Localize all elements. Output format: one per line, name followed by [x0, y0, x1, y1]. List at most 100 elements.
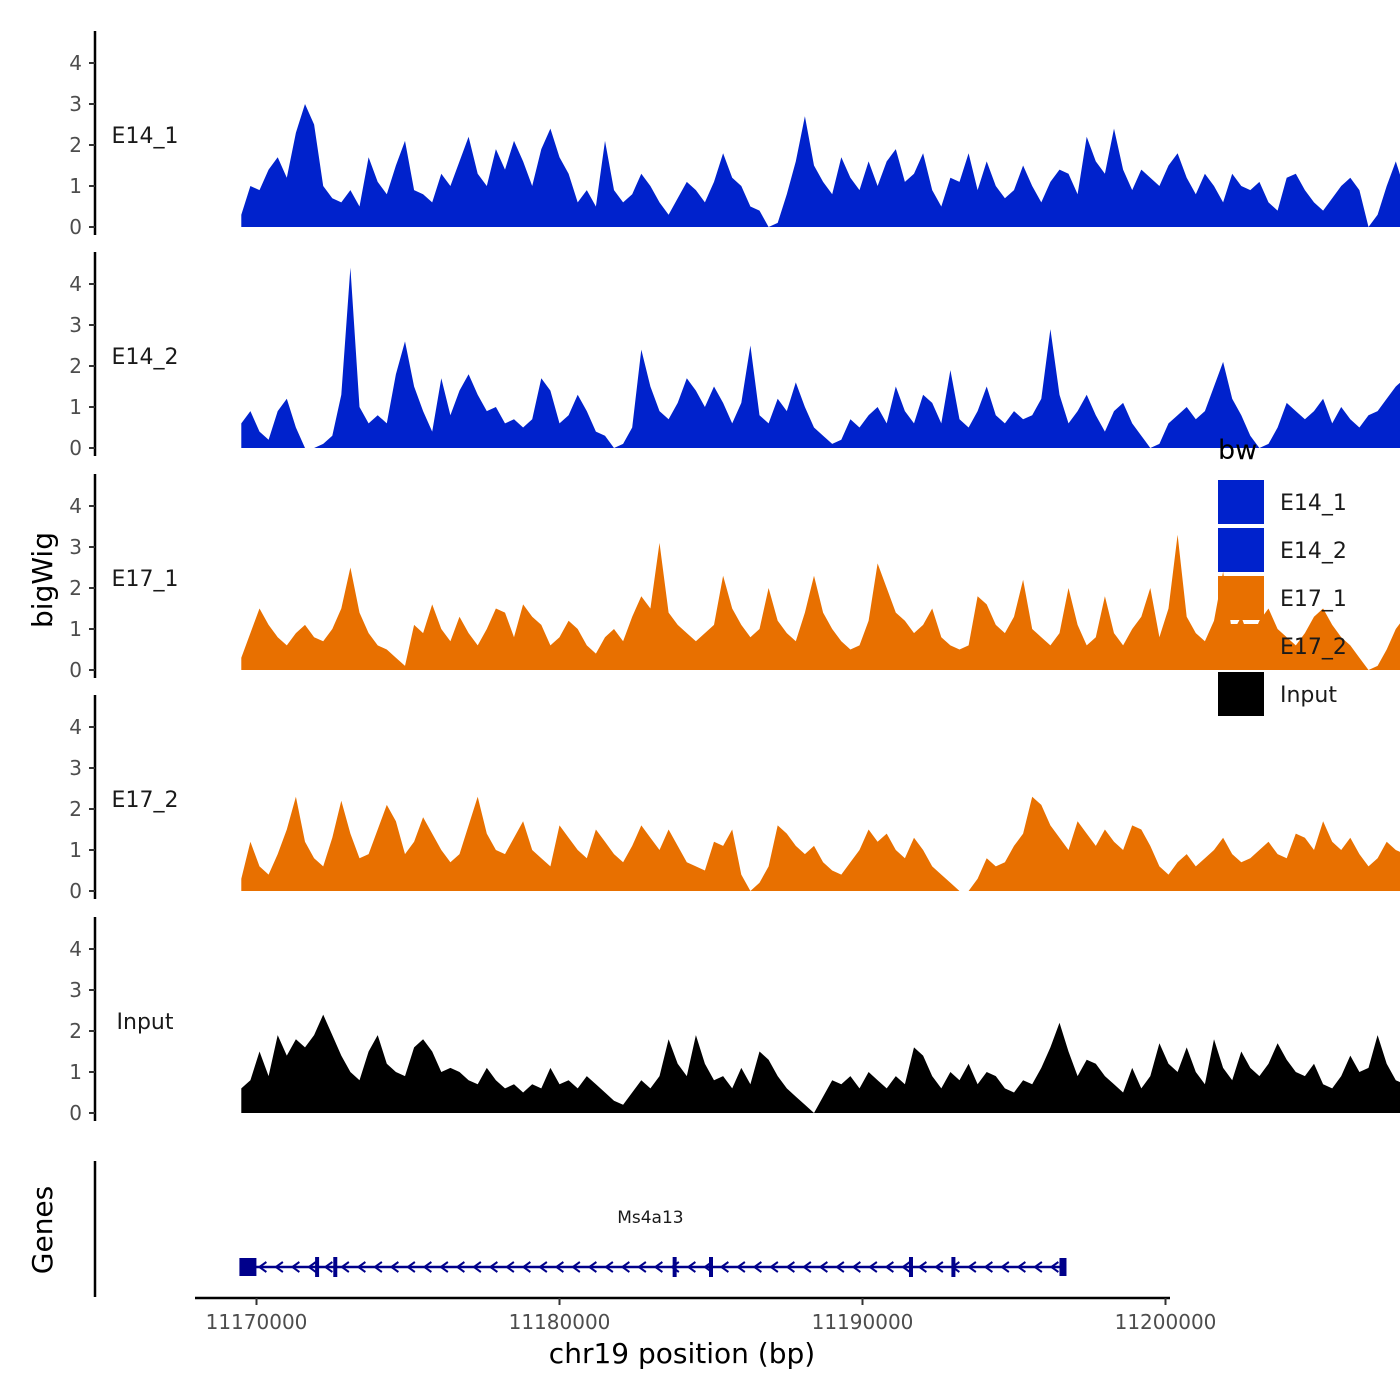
bigwig-tracks: 0 1 2 3 4 E14_1 0 1 2 3 4 E14_2 0 1 2 3 4 E17_1 0 1 2 3 4 E17_2… — [69, 31, 1400, 1125]
y-tick-label: 0 — [69, 879, 82, 903]
gene-exon — [1059, 1258, 1067, 1276]
track-E17_1: 0 1 2 3 4 E17_1 — [69, 474, 1400, 682]
strand-arrow — [521, 1261, 531, 1273]
legend-key — [1218, 672, 1264, 716]
strand-arrow — [274, 1261, 284, 1273]
y-axis-title: bigWig — [26, 532, 59, 628]
strand-arrow — [637, 1261, 647, 1273]
signal-area — [241, 534, 1400, 670]
strand-arrow — [868, 1261, 878, 1273]
y-tick-label: 0 — [69, 1101, 82, 1125]
gene-exon — [709, 1257, 713, 1277]
strand-arrow — [785, 1261, 795, 1273]
legend-key — [1218, 624, 1264, 668]
y-tick-label: 1 — [69, 395, 82, 419]
strand-arrow — [736, 1261, 746, 1273]
strand-arrow — [455, 1261, 465, 1273]
legend-label: E14_2 — [1280, 539, 1347, 564]
y-tick-label: 3 — [69, 313, 82, 337]
strand-arrow — [406, 1261, 416, 1273]
strand-arrow — [323, 1261, 333, 1273]
legend-label: E14_1 — [1280, 491, 1347, 516]
y-tick-label: 2 — [69, 133, 82, 157]
x-axis: 11170000 11180000 11190000 11200000 — [195, 1296, 1217, 1334]
strand-arrow — [1033, 1261, 1043, 1273]
track-E14_1: 0 1 2 3 4 E14_1 — [69, 31, 1400, 239]
track-Input: 0 1 2 3 4 Input — [69, 917, 1400, 1125]
track-label: Input — [117, 1010, 174, 1035]
legend-label: E17_1 — [1280, 587, 1347, 612]
y-tick-label: 1 — [69, 838, 82, 862]
genes-panel: Ms4a13 — [93, 1161, 1067, 1297]
y-tick-label: 3 — [69, 978, 82, 1002]
strand-arrow — [505, 1261, 515, 1273]
strand-arrow — [802, 1261, 812, 1273]
strand-arrow — [967, 1261, 977, 1273]
legend: bw E14_1 E14_2 E17_1 E17_2 Input — [1218, 435, 1347, 716]
strand-arrow — [1049, 1261, 1059, 1273]
strand-arrow — [356, 1261, 366, 1273]
strand-arrow — [439, 1261, 449, 1273]
gene-exon — [951, 1257, 956, 1277]
track-label: E14_2 — [112, 345, 179, 370]
track-label: E17_1 — [112, 567, 179, 592]
legend-key — [1218, 480, 1264, 524]
strand-arrow — [851, 1261, 861, 1273]
x-tick-label: 11180000 — [509, 1310, 611, 1334]
gene-exon — [239, 1258, 257, 1276]
strand-arrow — [290, 1261, 300, 1273]
y-tick-label: 2 — [69, 576, 82, 600]
y-tick-label: 4 — [69, 937, 82, 961]
legend-label: E17_2 — [1280, 635, 1347, 660]
strand-arrow — [554, 1261, 564, 1273]
y-tick-label: 0 — [69, 658, 82, 682]
x-tick-label: 11200000 — [1115, 1310, 1217, 1334]
genes-axis-title: Genes — [26, 1186, 59, 1274]
legend-title: bw — [1218, 435, 1257, 466]
y-tick-label: 1 — [69, 617, 82, 641]
x-axis-title: chr19 position (bp) — [549, 1337, 815, 1370]
signal-area — [241, 1014, 1400, 1113]
strand-arrow — [571, 1261, 581, 1273]
legend-key — [1218, 576, 1264, 620]
y-tick-label: 2 — [69, 1019, 82, 1043]
strand-arrow — [1016, 1261, 1026, 1273]
legend-label: Input — [1280, 683, 1337, 708]
signal-area — [241, 104, 1400, 227]
strand-arrow — [1000, 1261, 1010, 1273]
strand-arrow — [257, 1261, 267, 1273]
signal-area — [241, 796, 1400, 891]
y-tick-label: 4 — [69, 494, 82, 518]
strand-arrow — [983, 1261, 993, 1273]
y-tick-label: 2 — [69, 354, 82, 378]
y-tick-label: 3 — [69, 92, 82, 116]
y-tick-label: 1 — [69, 1060, 82, 1084]
strand-arrow — [587, 1261, 597, 1273]
gene-exon — [908, 1257, 913, 1277]
strand-arrow — [422, 1261, 432, 1273]
legend-key — [1218, 528, 1264, 572]
gene-exon — [315, 1257, 320, 1277]
y-tick-label: 3 — [69, 756, 82, 780]
y-tick-label: 4 — [69, 272, 82, 296]
strand-arrow — [835, 1261, 845, 1273]
strand-arrow — [884, 1261, 894, 1273]
strand-arrow — [752, 1261, 762, 1273]
x-tick-label: 11170000 — [206, 1310, 308, 1334]
strand-arrow — [818, 1261, 828, 1273]
track-label: E17_2 — [112, 788, 179, 813]
strand-arrow — [472, 1261, 482, 1273]
strand-arrow — [917, 1261, 927, 1273]
strand-arrow — [538, 1261, 548, 1273]
strand-arrow — [620, 1261, 630, 1273]
strand-arrow — [901, 1261, 911, 1273]
y-tick-label: 3 — [69, 535, 82, 559]
strand-arrow — [389, 1261, 399, 1273]
track-E17_2: 0 1 2 3 4 E17_2 — [69, 695, 1400, 903]
strand-arrow — [373, 1261, 383, 1273]
x-tick-label: 11190000 — [812, 1310, 914, 1334]
y-tick-label: 4 — [69, 715, 82, 739]
y-tick-label: 1 — [69, 174, 82, 198]
strand-arrow — [488, 1261, 498, 1273]
